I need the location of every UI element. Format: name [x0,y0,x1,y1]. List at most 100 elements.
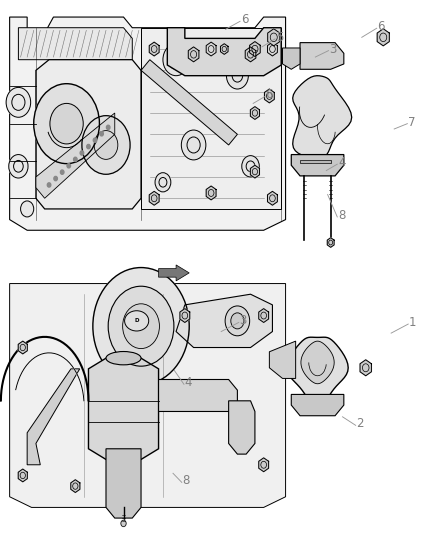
Text: 5: 5 [276,31,283,44]
Text: 6: 6 [377,20,385,33]
Circle shape [80,151,84,155]
Circle shape [225,306,250,336]
Circle shape [159,177,167,187]
Polygon shape [159,379,237,411]
Polygon shape [229,401,255,454]
Circle shape [74,157,77,161]
Circle shape [34,84,99,164]
Text: 8: 8 [183,474,190,487]
Polygon shape [245,47,256,62]
Polygon shape [283,48,300,69]
Polygon shape [106,449,141,518]
Polygon shape [291,394,344,416]
Polygon shape [293,76,352,159]
Polygon shape [250,42,260,56]
Polygon shape [206,186,216,200]
Text: 4: 4 [338,156,346,169]
Ellipse shape [106,352,141,365]
Circle shape [21,201,34,217]
Polygon shape [287,337,348,407]
Polygon shape [10,17,286,230]
Polygon shape [18,28,132,60]
Polygon shape [149,42,159,56]
Circle shape [12,94,25,110]
Polygon shape [36,60,141,209]
Polygon shape [71,480,80,492]
Circle shape [123,304,159,349]
Text: 2: 2 [356,417,364,430]
Circle shape [163,44,189,76]
Circle shape [231,313,244,329]
Text: 7: 7 [408,116,416,129]
Polygon shape [301,341,334,384]
Text: 3: 3 [240,314,247,327]
Circle shape [82,116,130,174]
Polygon shape [377,29,389,46]
Circle shape [60,170,64,174]
Circle shape [94,131,118,159]
Polygon shape [149,191,159,205]
Polygon shape [27,369,80,465]
Polygon shape [259,309,268,322]
Text: 4: 4 [184,376,192,389]
Polygon shape [167,28,281,76]
Circle shape [106,125,110,130]
Polygon shape [141,60,237,145]
Polygon shape [18,469,27,482]
Circle shape [246,161,255,172]
Polygon shape [220,44,228,54]
Circle shape [155,173,171,192]
Polygon shape [18,341,27,354]
Circle shape [6,87,31,117]
Polygon shape [10,284,286,507]
Circle shape [232,69,243,82]
Circle shape [108,286,174,366]
Polygon shape [159,265,189,281]
Circle shape [14,160,23,172]
Bar [10,272,286,518]
Polygon shape [259,458,268,472]
Circle shape [87,144,90,149]
Polygon shape [360,360,371,376]
Text: 3: 3 [329,43,336,55]
Circle shape [93,138,97,142]
Text: 1: 1 [409,316,417,329]
Polygon shape [176,294,272,348]
Polygon shape [269,341,296,378]
Circle shape [168,50,184,69]
Polygon shape [265,89,274,103]
Circle shape [50,103,83,144]
Polygon shape [206,42,216,56]
Polygon shape [180,309,190,322]
Polygon shape [88,358,159,459]
Circle shape [121,520,126,527]
Circle shape [100,132,103,136]
Polygon shape [251,165,259,178]
Circle shape [226,62,248,89]
Text: D: D [134,318,139,324]
Circle shape [242,156,259,177]
Polygon shape [141,28,281,209]
Polygon shape [251,107,259,119]
Ellipse shape [124,311,148,331]
Circle shape [47,183,51,187]
Circle shape [9,155,28,178]
Text: 6: 6 [240,13,248,26]
Polygon shape [268,29,280,46]
Circle shape [67,164,71,168]
Circle shape [187,137,200,153]
Polygon shape [268,191,277,205]
Bar [10,12,286,262]
Polygon shape [36,113,115,198]
Polygon shape [268,42,277,56]
Polygon shape [300,43,344,69]
Text: 6: 6 [265,88,273,101]
Polygon shape [291,155,344,176]
Polygon shape [188,47,199,62]
Circle shape [93,268,189,385]
Text: 8: 8 [338,209,345,222]
Polygon shape [327,238,334,247]
Polygon shape [300,160,331,163]
Circle shape [54,176,57,181]
Circle shape [181,130,206,160]
